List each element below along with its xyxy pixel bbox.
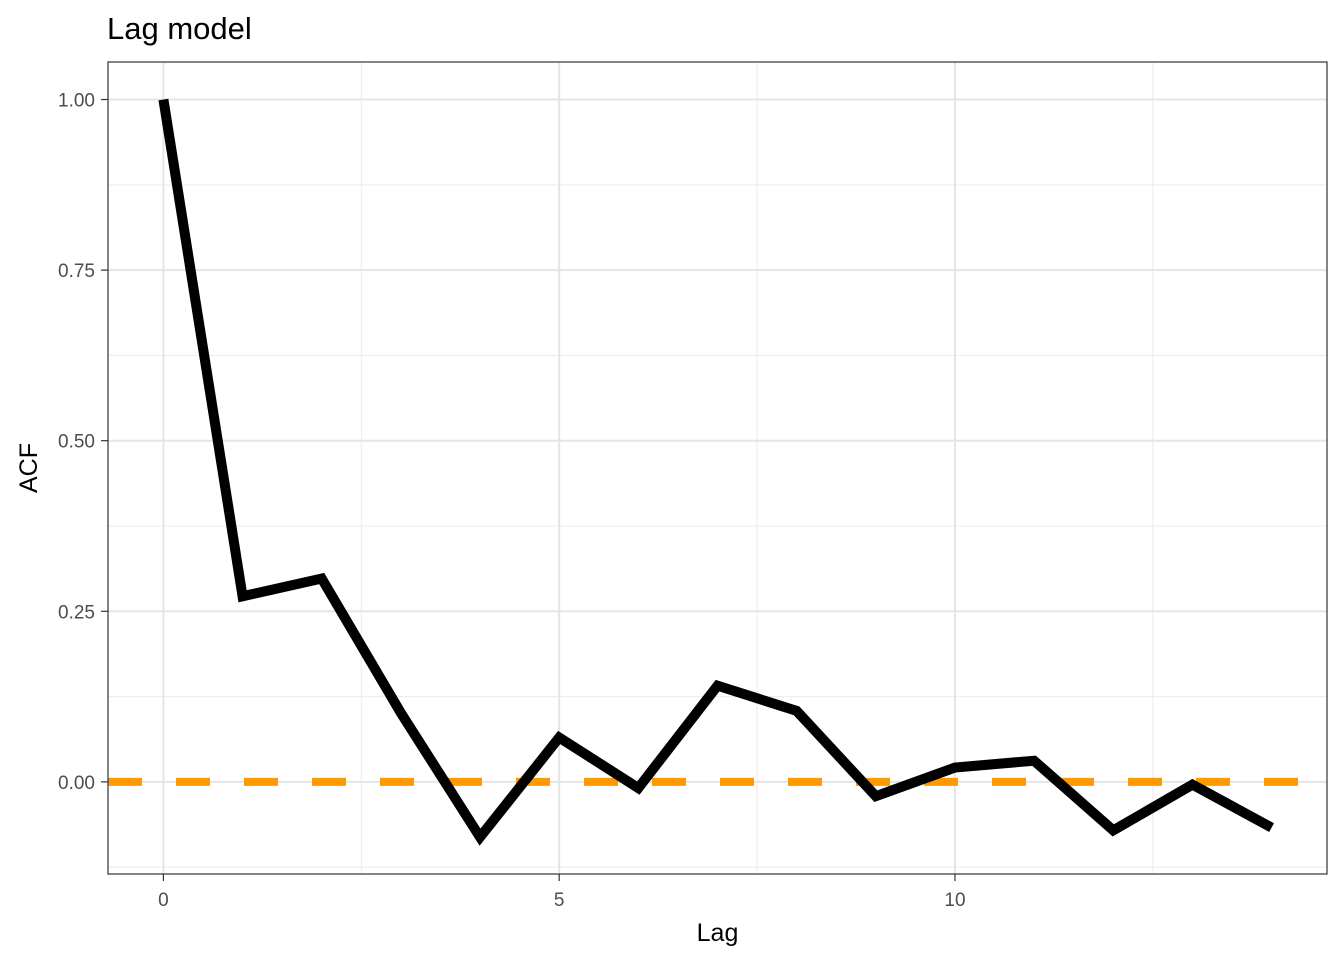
y-tick-label: 0.50 [58,432,95,453]
x-tick-label: 5 [554,890,565,911]
x-tick-label: 0 [158,890,169,911]
x-axis-title: Lag [697,919,739,947]
x-axis-ticks: 0 5 10 [158,874,966,911]
y-tick-label: 0.00 [58,773,95,794]
minor-gridlines [108,62,1327,874]
y-axis-title: ACF [15,443,43,493]
y-tick-label: 0.75 [58,261,95,282]
y-tick-label: 1.00 [58,91,95,112]
chart-title: Lag model [107,11,252,46]
acf-series-line [158,98,1274,846]
y-tick-label: 0.25 [58,602,95,623]
x-tick-label: 10 [944,890,965,911]
panel-border [107,61,1328,875]
major-gridlines [108,62,1327,874]
y-axis-ticks: 0.00 0.25 0.50 0.75 1.00 [58,91,108,794]
series-layer [158,98,1274,846]
